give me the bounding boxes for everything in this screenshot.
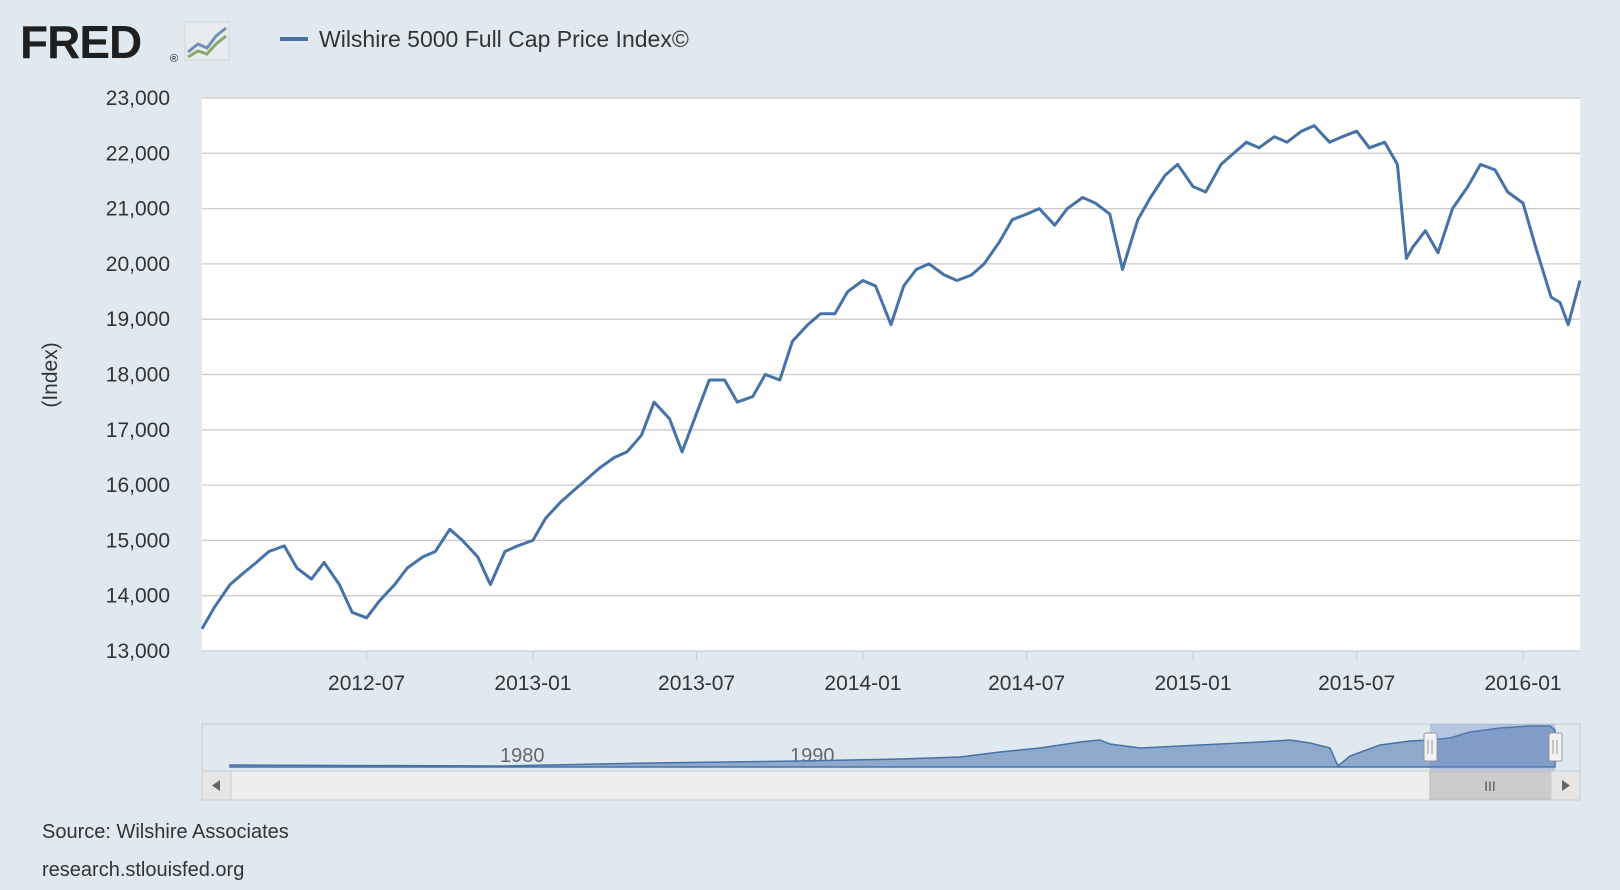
x-tick-label: 2013-07 bbox=[658, 672, 735, 695]
x-tick-label: 2016-01 bbox=[1484, 672, 1561, 695]
y-tick-label: 20,000 bbox=[106, 253, 170, 276]
series-line bbox=[200, 124, 1582, 630]
y-tick-label: 23,000 bbox=[106, 87, 170, 110]
x-tick-label: 2012-07 bbox=[328, 672, 405, 695]
x-tick-label: 2015-01 bbox=[1154, 672, 1231, 695]
navigator[interactable]: 1980199020002010 bbox=[201, 723, 1581, 772]
x-tick-label: 2014-07 bbox=[988, 672, 1065, 695]
scrollbar-thumb[interactable]: III bbox=[1429, 771, 1552, 800]
site-link[interactable]: research.stlouisfed.org bbox=[42, 859, 244, 881]
y-axis-title: (Index) bbox=[39, 342, 62, 407]
source-note: Source: Wilshire Associates bbox=[42, 821, 289, 843]
x-tick-labels: 2012-07 2013-01 2013-07 2014-01 2014-07 2015-… bbox=[328, 672, 1562, 695]
y-tick-label: 18,000 bbox=[106, 364, 170, 387]
x-ticks bbox=[366, 651, 1524, 661]
y-tick-label: 15,000 bbox=[106, 529, 170, 552]
scroll-right-button[interactable] bbox=[1550, 770, 1581, 801]
x-tick-label: 2013-01 bbox=[494, 672, 571, 695]
arrow-right-icon bbox=[1562, 780, 1570, 791]
navigator-right-handle[interactable] bbox=[1548, 732, 1563, 762]
logo-registered-mark: ® bbox=[170, 53, 178, 65]
scrollbar-track[interactable] bbox=[201, 770, 1581, 801]
scrollbar[interactable]: III bbox=[201, 770, 1581, 801]
y-tick-label: 21,000 bbox=[106, 198, 170, 221]
y-tick-label: 19,000 bbox=[106, 308, 170, 331]
y-tick-label: 22,000 bbox=[106, 142, 170, 165]
arrow-left-icon bbox=[212, 780, 220, 791]
y-tick-label: 16,000 bbox=[106, 474, 170, 497]
gridlines bbox=[202, 97, 1580, 652]
y-tick-label: 14,000 bbox=[106, 585, 170, 608]
fred-logo[interactable]: FRED ® bbox=[20, 16, 230, 68]
navigator-left-handle[interactable] bbox=[1423, 732, 1438, 762]
legend-label: Wilshire 5000 Full Cap Price Index© bbox=[319, 26, 689, 52]
navigator-selection-mask[interactable] bbox=[1430, 724, 1555, 771]
navigator-series-area bbox=[229, 725, 1556, 768]
x-tick-label: 2014-01 bbox=[824, 672, 901, 695]
legend[interactable]: Wilshire 5000 Full Cap Price Index© bbox=[280, 26, 689, 52]
y-tick-labels: 13,000 14,000 15,000 16,000 17,000 18,000 19,0… bbox=[106, 87, 170, 663]
y-tick-label: 13,000 bbox=[106, 640, 170, 663]
logo-text: FRED bbox=[20, 16, 141, 68]
y-tick-label: 17,000 bbox=[106, 419, 170, 442]
chart-line-icon bbox=[184, 21, 230, 61]
x-tick-label: 2015-07 bbox=[1318, 672, 1395, 695]
navigator-year-label: 1980 bbox=[500, 745, 545, 767]
scroll-left-button[interactable] bbox=[201, 770, 232, 801]
scrollbar-grip: III bbox=[1484, 778, 1496, 794]
